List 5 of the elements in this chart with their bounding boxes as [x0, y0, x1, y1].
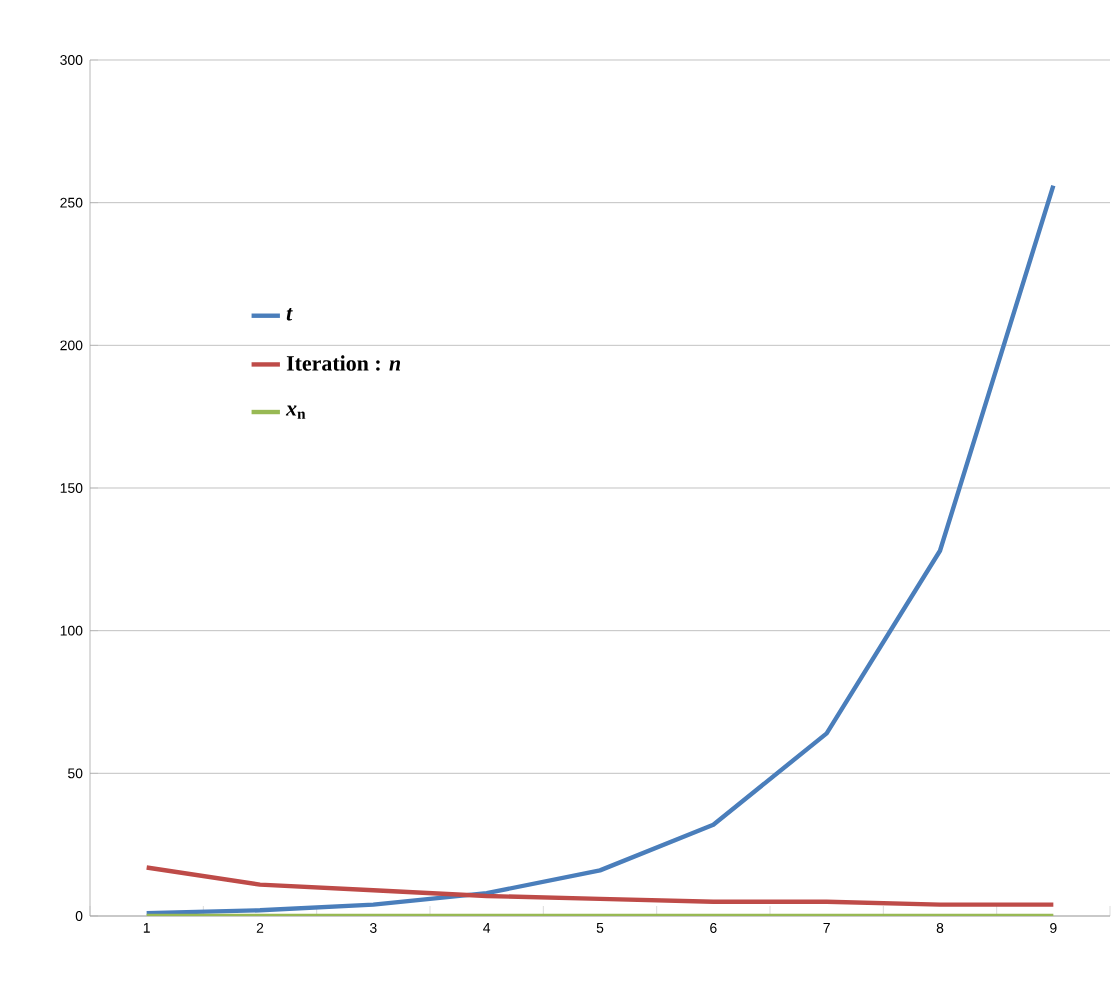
legend-label: Iteration : n: [286, 355, 401, 371]
legend-label: t: [286, 308, 293, 321]
legend-label: x$_{n}$: [285, 405, 306, 419]
line-series: [144, 183, 1056, 916]
line-series: [144, 865, 1056, 907]
